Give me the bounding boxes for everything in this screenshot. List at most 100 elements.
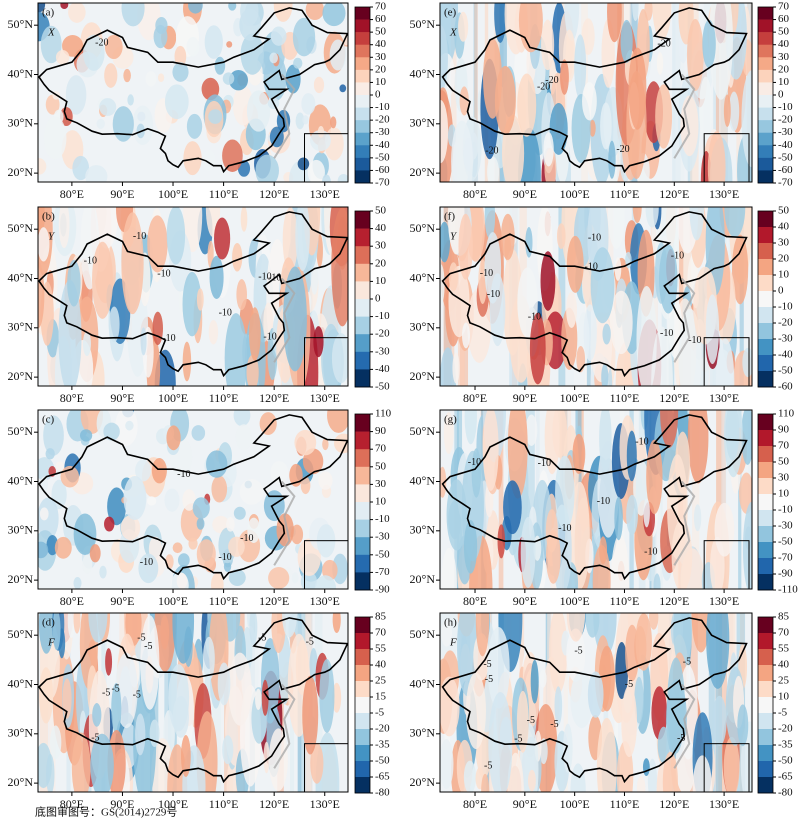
colorbar-tick-label: -70 <box>778 552 793 564</box>
colorbar-box <box>355 713 370 730</box>
field-blob <box>240 33 265 75</box>
lon-tick-label: 130°E <box>310 594 340 608</box>
field-blob <box>529 312 546 385</box>
colorbar-box <box>355 32 370 46</box>
lon-tick-label: 120°E <box>659 797 689 811</box>
colorbar-tick-label: -50 <box>778 536 793 548</box>
field-blob <box>269 52 278 64</box>
variable-label: F <box>449 637 457 649</box>
field-blob <box>82 554 93 574</box>
colorbar-box <box>355 369 370 388</box>
field-blob <box>255 154 279 182</box>
variable-label: F <box>47 637 55 649</box>
colorbar-tick-label: 10 <box>375 275 387 287</box>
lon-tick-label: 80°E <box>60 391 84 405</box>
colorbar-box <box>758 649 773 666</box>
contour-label: -5 <box>485 674 493 685</box>
field-blob <box>742 501 752 589</box>
contour-label: -10 <box>240 533 253 544</box>
colorbar-tick-label: 0 <box>375 293 381 305</box>
field-blob <box>166 207 186 265</box>
colorbar-box <box>758 462 773 479</box>
lon-tick-label: 130°E <box>310 187 340 201</box>
colorbar-tick-label: -80 <box>778 787 793 799</box>
lon-tick-label: 100°E <box>158 797 188 811</box>
contour-label: -10 <box>218 552 231 563</box>
colorbar-tick-label: 25 <box>778 675 790 687</box>
lat-tick-label: 50°N <box>410 424 436 438</box>
lat-tick-label: 50°N <box>410 627 436 641</box>
panel-label: (h) <box>444 617 457 629</box>
field: -10-10-10-10-10-10-10-10 <box>440 207 752 386</box>
field-blob <box>475 613 490 657</box>
panel-label: (c) <box>42 414 55 426</box>
coast-line <box>673 683 696 769</box>
colorbar-box <box>355 466 370 485</box>
field-blob <box>459 86 469 116</box>
colorbar-box <box>758 510 773 527</box>
field-blob <box>206 450 228 478</box>
colorbar-box <box>355 572 370 591</box>
colorbar-box <box>355 649 370 666</box>
field-blob <box>488 691 513 792</box>
field-blob <box>330 116 337 129</box>
lon-tick-label: 130°E <box>709 797 739 811</box>
field-blob <box>549 103 568 155</box>
lon-tick-label: 120°E <box>259 187 289 201</box>
colorbar-tick-label: -20 <box>375 723 390 735</box>
field-blob <box>471 448 482 498</box>
field-stripe <box>716 410 723 589</box>
colorbar-tick-label: 10 <box>778 269 790 281</box>
contour-label: -10 <box>157 269 170 280</box>
field-blob <box>576 346 586 373</box>
map-frame <box>37 206 349 387</box>
field-blob <box>125 420 134 431</box>
colorbar-box <box>758 761 773 778</box>
colorbar-tick-label: -50 <box>778 365 793 377</box>
colorbar-tick-label: -30 <box>778 520 793 532</box>
lat-tick-label: 20°N <box>410 165 436 179</box>
field-blob <box>174 45 187 68</box>
field-blob <box>632 207 642 224</box>
field-blob <box>214 56 226 75</box>
colorbar-box <box>758 69 773 83</box>
contour-label: -5 <box>102 687 110 698</box>
colorbar-frame <box>354 616 371 794</box>
contour-label: -10 <box>468 457 481 468</box>
lat-tick-label: 30°N <box>8 523 34 537</box>
field-blob <box>589 119 596 137</box>
field-blob <box>166 425 181 451</box>
field-blob <box>107 487 127 526</box>
lon-tick-label: 90°E <box>110 391 134 405</box>
country-border <box>441 414 748 581</box>
colorbar-tick-label: 20 <box>778 63 790 75</box>
contour-label: -5 <box>550 719 558 730</box>
field-blob <box>317 126 325 138</box>
field-blob <box>186 37 200 57</box>
contour-label: -20 <box>657 38 670 49</box>
field-blob <box>294 429 317 456</box>
map-panel: -10 -10 -10 -10 (c) 50°N 40°N 30°N 20°N 80°E 90°E 1… <box>8 408 392 608</box>
field-blob <box>548 613 568 695</box>
colorbar-box <box>758 323 773 340</box>
field-blob <box>322 174 331 182</box>
field-blob <box>715 338 735 386</box>
field: -10-10-10-10-10-10-10-10 <box>38 207 348 386</box>
field-blob <box>146 496 157 506</box>
lon-tick-label: 110°E <box>610 187 640 201</box>
colorbar-box <box>355 157 370 171</box>
field-blob <box>204 25 223 59</box>
field-stripe <box>498 410 504 589</box>
field-blob <box>191 425 206 441</box>
colorbar-box <box>758 170 773 184</box>
field-blob <box>196 517 205 530</box>
field-blob <box>668 297 683 359</box>
contour-label: -20 <box>616 144 629 155</box>
field-blob <box>39 507 49 521</box>
colorbar-box <box>355 170 370 184</box>
coast-line <box>673 277 696 363</box>
field-blob <box>675 735 696 792</box>
colorbar-tick-label: -20 <box>778 114 793 126</box>
field-blob <box>660 410 679 448</box>
field-blob <box>658 244 678 314</box>
